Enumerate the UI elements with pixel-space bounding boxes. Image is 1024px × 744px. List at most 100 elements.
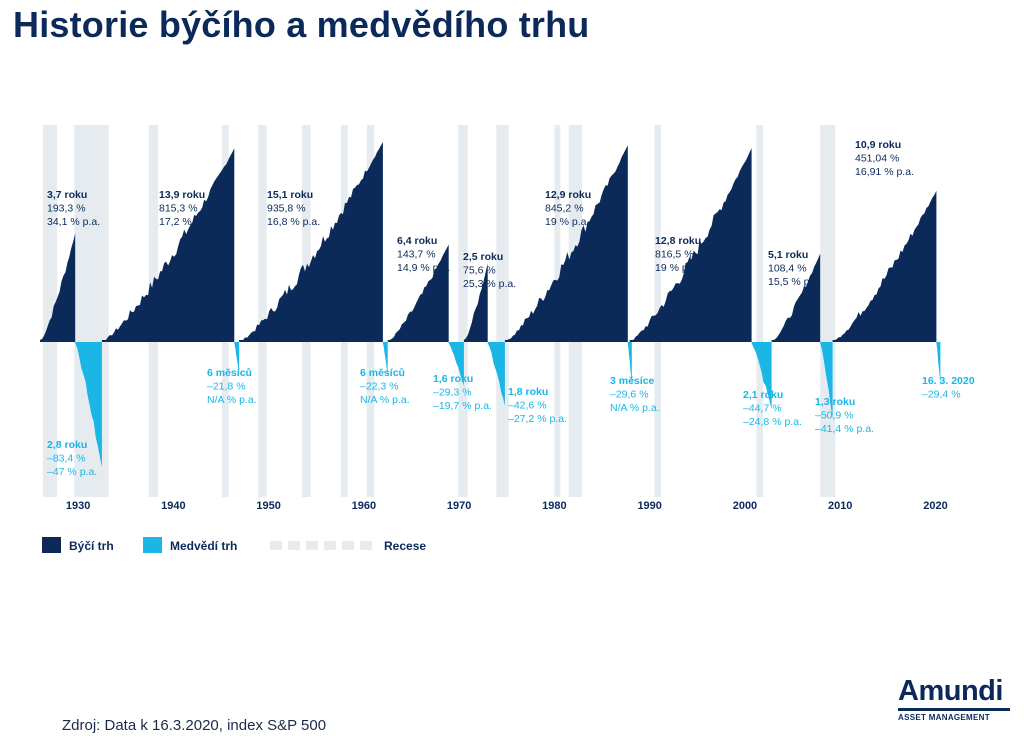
bull-market-area (40, 233, 76, 342)
bull-label-total: 143,7 % (397, 249, 436, 261)
bull-label-duration: 2,5 roku (463, 251, 503, 263)
amundi-logo: Amundi ASSET MANAGEMENT (898, 676, 1016, 722)
bear-market-area (820, 342, 833, 419)
legend-label-recession: Recese (384, 539, 426, 553)
bear-label-annual: –19,7 % p.a. (433, 400, 492, 412)
bear-label-total: –29,3 % (433, 387, 472, 399)
bear-label-duration: 1,3 roku (815, 396, 855, 408)
bear-label-total: –21,8 % (207, 381, 246, 393)
bull-label-annual: 17,2 % p.a. (159, 216, 212, 228)
bull-label-total: 815,3 % (159, 203, 198, 215)
bull-label-annual: 16,8 % p.a. (267, 216, 320, 228)
bear-label-total: –29,6 % (610, 389, 649, 401)
bear-market-area (487, 342, 505, 406)
bear-label-annual: –41,4 % p.a. (815, 423, 874, 435)
bull-label-annual: 25,3 % p.a. (463, 278, 516, 290)
bull-label-total: 845,2 % (545, 203, 584, 215)
bull-label-duration: 13,9 roku (159, 189, 205, 201)
bear-market-area (448, 342, 464, 386)
bear-label-total: –29,4 % (922, 389, 961, 401)
legend-recession-segment (306, 541, 318, 550)
bull-label-annual: 15,5 % p.a. (768, 276, 821, 288)
x-tick-label: 2000 (733, 500, 757, 512)
recession-band (458, 125, 468, 497)
x-tick-label: 1960 (352, 500, 376, 512)
bear-market-area (75, 342, 102, 468)
logo-name: Amundi (898, 675, 1003, 707)
bull-label-total: 193,3 % (47, 203, 86, 215)
bull-label-total: 108,4 % (768, 263, 807, 275)
bull-market-area (387, 244, 449, 342)
recession-band (820, 125, 836, 497)
x-tick-label: 1980 (542, 500, 566, 512)
bull-label-total: 75,6 % (463, 265, 496, 277)
bear-market-area (627, 342, 632, 387)
period-labels: 3,7 roku 193,3 %34,1 % p.a. 13,9 roku 815,3… (47, 139, 975, 478)
logo-subtitle: ASSET MANAGEMENT (898, 713, 990, 722)
market-areas (40, 142, 941, 468)
recession-band (654, 125, 662, 497)
bull-market-area (239, 142, 383, 342)
recession-band (496, 125, 509, 497)
x-tick-label: 1940 (161, 500, 185, 512)
bull-market-area (832, 190, 937, 342)
bull-label-annual: 19 % p.a. (545, 216, 589, 228)
bear-label-duration: 2,1 roku (743, 389, 783, 401)
bull-bear-chart: 3,7 roku 193,3 %34,1 % p.a. 13,9 roku 815,3… (40, 125, 975, 553)
bear-label-duration: 2,8 roku (47, 439, 87, 451)
legend-label-bull: Býčí trh (69, 539, 114, 553)
bear-label-total: –22,3 % (360, 381, 399, 393)
bull-label-annual: 14,9 % p.a. (397, 262, 450, 274)
x-tick-label: 2010 (828, 500, 852, 512)
bear-label-total: –44,7 % (743, 403, 782, 415)
bear-market-area (234, 342, 240, 375)
legend-recession-segment (342, 541, 354, 550)
logo-underline (898, 708, 1010, 711)
bull-market-area (629, 148, 752, 342)
bull-market-area (504, 145, 628, 342)
bear-label-annual: –47 % p.a. (47, 466, 97, 478)
recession-band (74, 125, 109, 497)
source-note: Zdroj: Data k 16.3.2020, index S&P 500 (62, 717, 327, 734)
bull-label-annual: 19 % p.a. (655, 262, 699, 274)
legend-recession-segment (324, 541, 336, 550)
legend-recession-segment (270, 541, 282, 550)
bear-label-duration: 16. 3. 2020 (922, 375, 975, 387)
recession-band (756, 125, 764, 497)
bear-label-annual: N/A % p.a. (207, 394, 257, 406)
bull-label-duration: 15,1 roku (267, 189, 313, 201)
bull-label-total: 451,04 % (855, 153, 899, 165)
legend: Býčí trh Medvědí trh Recese (42, 537, 426, 553)
bear-label-total: –50,9 % (815, 410, 854, 422)
bull-label-total: 935,8 % (267, 203, 306, 215)
bull-label-duration: 12,9 roku (545, 189, 591, 201)
legend-recession-segment (288, 541, 300, 550)
bull-label-annual: 16,91 % p.a. (855, 166, 914, 178)
bear-market-area (751, 342, 772, 410)
bear-label-annual: –27,2 % p.a. (508, 413, 567, 425)
bull-market-area (463, 263, 488, 342)
legend-label-bear: Medvědí trh (170, 539, 237, 553)
recession-band (42, 125, 58, 497)
x-tick-label: 1950 (256, 500, 280, 512)
bull-label-annual: 34,1 % p.a. (47, 216, 100, 228)
bear-label-total: –83,4 % (47, 453, 86, 465)
legend-swatch-recession (270, 541, 372, 550)
bear-label-annual: N/A % p.a. (360, 394, 410, 406)
bull-label-duration: 3,7 roku (47, 189, 87, 201)
bear-label-total: –42,6 % (508, 400, 547, 412)
bear-label-duration: 3 měsíce (610, 375, 655, 387)
x-tick-label: 1990 (637, 500, 661, 512)
bull-label-duration: 6,4 roku (397, 235, 437, 247)
bull-label-duration: 5,1 roku (768, 249, 808, 261)
legend-swatch-bull (42, 537, 61, 553)
bull-label-total: 816,5 % (655, 249, 694, 261)
recession-bands (42, 125, 836, 497)
x-axis-ticks: 1930 1940 1950 1960 1970 1980 1990 2000 2010 2020 (66, 500, 948, 512)
x-tick-label: 2020 (923, 500, 947, 512)
bear-market-area (936, 342, 941, 387)
bear-label-duration: 6 měsíců (207, 367, 252, 379)
bull-market-area (101, 148, 235, 342)
bear-label-duration: 1,8 roku (508, 386, 548, 398)
recession-band (258, 125, 267, 497)
